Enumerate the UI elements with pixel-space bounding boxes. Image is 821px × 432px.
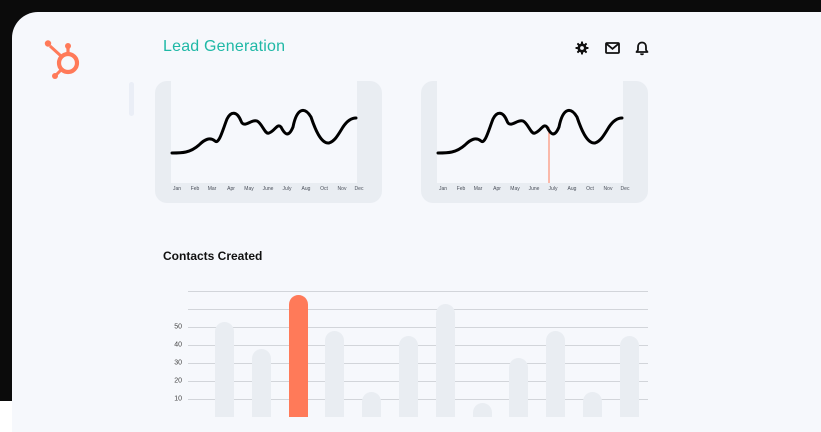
bar[interactable] [325,330,345,417]
month-label: Nov [337,186,347,192]
bar[interactable] [472,402,492,417]
grid-line [188,381,648,382]
month-label: July [282,186,292,192]
month-label: Apr [493,186,501,192]
month-label: Nov [603,186,613,192]
bar[interactable] [435,303,455,417]
section-title: Contacts Created [163,249,263,263]
grid-line [188,291,648,292]
y-tick-label: 40 [174,341,182,349]
month-label: Aug [567,186,577,192]
y-tick-label: 20 [174,377,182,385]
month-label: July [548,186,558,192]
grid-line [188,309,648,310]
bar[interactable] [399,336,418,417]
month-axis: Jan Feb Mar Apr May June July Aug Oct No… [171,186,363,196]
month-label: Dec [354,186,364,192]
month-label: Feb [456,186,466,192]
trend-card-1: Jan Feb Mar Apr May June July Aug Oct No… [155,81,382,203]
month-label: Mar [207,186,217,192]
month-label: Jan [172,186,182,192]
month-label: May [510,186,520,192]
month-label: May [244,186,254,192]
month-label: June [528,186,540,192]
header-actions [574,40,650,56]
y-tick-label: 30 [174,359,182,367]
month-label: Dec [620,186,630,192]
device-frame: Lead Generation [0,0,821,417]
month-label: Apr [227,186,235,192]
bar[interactable] [362,391,382,417]
page-title: Lead Generation [163,38,286,55]
mail-icon[interactable] [604,40,620,56]
sidebar-scroll-indicator[interactable] [129,82,134,116]
month-label: Feb [190,186,200,192]
grid-line [188,363,648,364]
contacts-bar-chart: 10 20 30 40 50 [162,274,682,417]
month-label: Oct [320,186,328,192]
month-label: Mar [473,186,483,192]
grid-line [188,345,648,346]
bar-highlighted[interactable] [288,294,308,417]
grid-line [188,399,648,400]
grid-line [188,327,648,328]
hubspot-sprocket-icon[interactable] [43,38,87,82]
bar[interactable] [546,330,566,417]
month-label: June [262,186,274,192]
bar[interactable] [215,321,234,417]
trend-card-2: Jan Feb Mar Apr May June July Aug Oct No… [421,81,648,203]
month-label: Oct [586,186,594,192]
settings-icon[interactable] [574,40,590,56]
notification-bell-icon[interactable] [634,40,650,56]
y-tick-label: 50 [174,323,182,331]
bar[interactable] [251,348,271,417]
bar[interactable] [509,357,529,417]
trend-line-chart [170,109,358,155]
y-tick-label: 10 [174,395,182,403]
month-label: Aug [301,186,311,192]
bar[interactable] [583,391,602,417]
month-axis: Jan Feb Mar Apr May June July Aug Oct No… [437,186,629,196]
trend-line-chart [436,109,624,183]
month-label: Jan [438,186,448,192]
app-screen: Lead Generation [12,12,821,432]
bar[interactable] [619,336,639,417]
